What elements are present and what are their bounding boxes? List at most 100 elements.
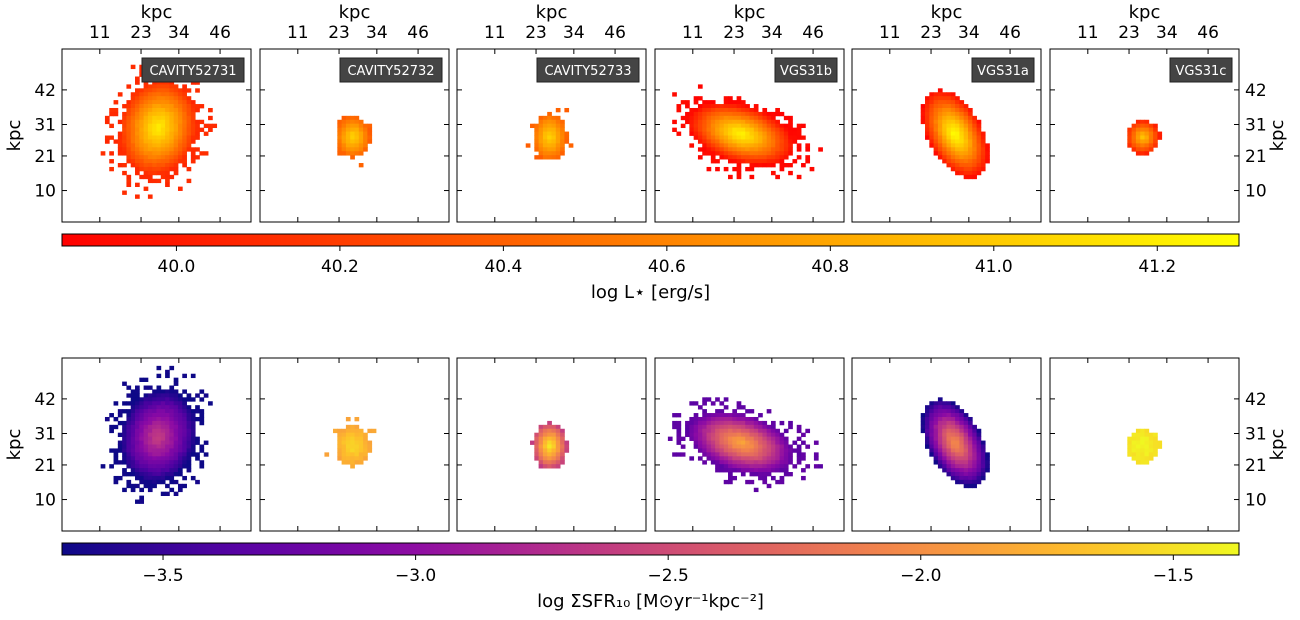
pixel-cell — [173, 147, 179, 152]
pixel-cell — [555, 107, 561, 113]
pixel-cell — [766, 452, 772, 457]
pixel-cell — [160, 456, 166, 461]
pixel-cell — [792, 135, 798, 140]
pixel-cell — [156, 475, 162, 481]
pixel-cell — [139, 131, 145, 136]
pixel-cell — [152, 107, 157, 113]
pixel-cell — [203, 440, 209, 445]
pixel-cell — [732, 139, 738, 144]
pixel-cell — [160, 155, 166, 160]
pixel-cell — [130, 143, 136, 148]
pixel-cell — [147, 440, 153, 445]
pixel-cell — [762, 452, 768, 457]
pixel-cell — [967, 440, 973, 445]
pixel-cell — [182, 84, 187, 89]
pixel-cell — [736, 401, 742, 406]
pixel-cell — [177, 464, 183, 469]
pixel-cell — [736, 428, 742, 434]
pixel-cell — [350, 456, 355, 461]
pixel-cell — [672, 119, 677, 125]
pixel-cell — [728, 151, 733, 156]
pixel-cell — [169, 472, 175, 477]
pixel-cell — [946, 139, 952, 144]
pixel-cell — [1131, 440, 1137, 445]
pixel-cell — [350, 424, 355, 430]
pixel-cell — [135, 456, 140, 461]
pixel-cell — [126, 100, 132, 105]
pixel-cell — [130, 420, 136, 426]
pixel-cell — [169, 413, 175, 418]
pixel-cell — [130, 409, 136, 414]
pixel-cell — [702, 420, 707, 426]
pixel-cell — [135, 432, 140, 438]
pixel-cell — [967, 147, 973, 152]
pixel-cell — [740, 107, 746, 113]
pixel-cell — [341, 428, 347, 434]
pixel-cell — [177, 143, 183, 148]
pixel-cell — [122, 472, 127, 477]
pixel-cell — [126, 413, 132, 418]
pixel-cell — [173, 413, 179, 418]
pixel-cell — [775, 452, 780, 457]
pixel-cell — [1127, 444, 1133, 449]
pixel-cell — [126, 143, 132, 148]
pixel-cell — [135, 166, 140, 172]
pixel-cell — [749, 131, 755, 136]
pixel-cell — [177, 135, 183, 140]
pixel-cell — [195, 131, 200, 136]
pixel-cell — [122, 456, 127, 461]
pixel-cell — [1144, 428, 1150, 434]
pixel-cell — [723, 147, 729, 152]
pixel-cell — [126, 84, 132, 89]
pixel-cell — [1131, 456, 1137, 461]
pixel-cell — [135, 127, 140, 132]
pixel-cell — [195, 405, 200, 410]
pixel-cell — [972, 163, 977, 168]
pixel-cell — [723, 131, 729, 136]
pixel-cell — [122, 440, 127, 445]
pixel-cell — [745, 147, 750, 152]
pixel-cell — [555, 147, 561, 152]
pixel-cell — [715, 127, 720, 132]
pixel-cell — [779, 139, 785, 144]
pixel-cell — [715, 468, 720, 473]
pixel-cell — [775, 131, 780, 136]
pixel-cell — [130, 115, 136, 121]
pixel-cell — [109, 123, 114, 129]
pixel-cell — [551, 151, 557, 156]
pixel-cell — [130, 393, 136, 398]
pixel-cell — [963, 163, 969, 168]
pixel-cell — [177, 92, 183, 97]
pixel-cell — [963, 432, 969, 438]
pixel-cell — [551, 119, 557, 125]
pixel-cell — [1148, 135, 1154, 140]
pixel-cell — [972, 123, 977, 129]
pixel-cell — [182, 135, 187, 140]
pixel-cell — [770, 428, 776, 434]
pixel-cell — [156, 444, 162, 449]
pixel-cell — [169, 107, 175, 113]
pixel-cell — [723, 440, 729, 445]
pixel-cell — [165, 155, 170, 160]
pixel-cell — [959, 155, 965, 160]
pixel-cell — [967, 420, 973, 426]
panel-frame — [456, 48, 647, 223]
pixel-cell — [341, 135, 347, 140]
pixel-cell — [177, 432, 183, 438]
pixel-cell — [740, 468, 746, 473]
pixel-cell — [173, 468, 179, 473]
galaxy-name-badge — [1169, 57, 1233, 83]
pixel-cell — [680, 123, 686, 129]
pixel-cell — [555, 127, 561, 132]
pixel-cell — [208, 123, 213, 129]
pixel-cell — [542, 436, 548, 441]
colorbar-tick-label: 41.2 — [1138, 257, 1176, 277]
pixel-cell — [173, 409, 179, 414]
pixel-cell — [715, 119, 720, 125]
pixel-cell — [182, 119, 187, 125]
pixel-cell — [160, 479, 166, 485]
pixel-cell — [710, 420, 716, 426]
pixel-cell — [689, 107, 695, 113]
pixel-cell — [925, 96, 930, 101]
pixel-cell — [152, 104, 157, 109]
